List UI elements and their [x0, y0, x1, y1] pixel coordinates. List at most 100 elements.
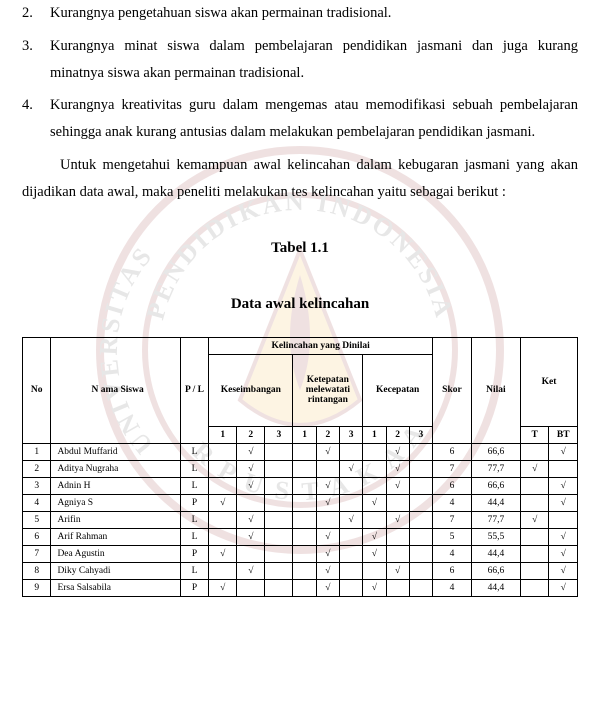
table-cell: [340, 528, 363, 545]
table-cell: 44,4: [471, 545, 520, 562]
table-cell: √: [209, 579, 237, 596]
table-cell: [209, 460, 237, 477]
table-cell: √: [549, 443, 578, 460]
list-item: 4.Kurangnya kreativitas guru dalam menge…: [22, 92, 578, 146]
table-cell: [409, 511, 432, 528]
table-cell: √: [549, 477, 578, 494]
table-row: 4Agniya SP√√√444,4√: [23, 494, 578, 511]
th-group: Kelincahan yang Dinilai: [209, 337, 433, 354]
table-cell: √: [549, 562, 578, 579]
table-cell: 7: [433, 511, 472, 528]
table-cell: √: [549, 528, 578, 545]
table-row: 7Dea AgustinP√√√444,4√: [23, 545, 578, 562]
table-cell: [340, 562, 363, 579]
table-cell: [209, 443, 237, 460]
list-item: 2.Kurangnya pengetahuan siswa akan perma…: [22, 0, 578, 27]
th-1: 1: [209, 426, 237, 443]
table-cell: [265, 528, 293, 545]
table-cell: [363, 443, 386, 460]
list-text: Kurangnya kreativitas guru dalam mengema…: [50, 92, 578, 146]
th-kes: Keseimbangan: [209, 354, 293, 426]
th-ketepatan: Ketepatan melewatati rintangan: [293, 354, 363, 426]
table-cell: √: [386, 477, 409, 494]
table-cell: [265, 443, 293, 460]
table-cell: 9: [23, 579, 51, 596]
table-cell: 5: [433, 528, 472, 545]
table-cell: √: [316, 528, 339, 545]
table-cell: [386, 545, 409, 562]
table-cell: [293, 460, 316, 477]
table-cell: [293, 528, 316, 545]
list-number: 2.: [22, 0, 50, 27]
table-cell: √: [549, 545, 578, 562]
table-cell: [340, 545, 363, 562]
table-cell: [293, 562, 316, 579]
table-cell: [340, 494, 363, 511]
list-text: Kurangnya pengetahuan siswa akan permain…: [50, 0, 578, 27]
th-kec: Kecepatan: [363, 354, 433, 426]
table-cell: [520, 443, 548, 460]
table-cell: L: [180, 477, 208, 494]
table-cell: 4: [23, 494, 51, 511]
th-2c: 2: [386, 426, 409, 443]
table-cell: 7: [23, 545, 51, 562]
table-cell: [293, 494, 316, 511]
th-3: 3: [265, 426, 293, 443]
th-pl: P / L: [180, 337, 208, 443]
th-3c: 3: [409, 426, 432, 443]
th-ket: Ket: [520, 337, 577, 426]
table-cell: [209, 562, 237, 579]
table-cell: √: [316, 443, 339, 460]
table-cell: √: [237, 528, 265, 545]
table-cell: √: [237, 562, 265, 579]
table-cell: Abdul Muffarid: [51, 443, 180, 460]
table-cell: [265, 477, 293, 494]
table-row: 9Ersa SalsabilaP√√√444,4√: [23, 579, 578, 596]
table-row: 5ArifinL√√√777,7√: [23, 511, 578, 528]
table-cell: L: [180, 562, 208, 579]
data-table: No N ama Siswa P / L Kelincahan yang Din…: [22, 337, 578, 597]
table-cell: [363, 511, 386, 528]
table-cell: 55,5: [471, 528, 520, 545]
table-cell: √: [386, 460, 409, 477]
table-cell: [265, 511, 293, 528]
th-nama: N ama Siswa: [51, 337, 180, 443]
table-cell: √: [363, 494, 386, 511]
table-cell: √: [386, 443, 409, 460]
table-cell: [409, 460, 432, 477]
table-cell: √: [363, 545, 386, 562]
table-row: 2Aditya NugrahaL√√√777,7√: [23, 460, 578, 477]
list-number: 4.: [22, 92, 50, 146]
table-cell: Arif Rahman: [51, 528, 180, 545]
table-cell: 6: [433, 477, 472, 494]
table-cell: 4: [433, 494, 472, 511]
table-cell: 2: [23, 460, 51, 477]
table-cell: 7: [433, 460, 472, 477]
table-cell: [340, 579, 363, 596]
table-cell: 66,6: [471, 477, 520, 494]
table-cell: √: [316, 494, 339, 511]
th-bt: BT: [549, 426, 578, 443]
table-cell: 44,4: [471, 579, 520, 596]
table-cell: 6: [433, 443, 472, 460]
table-cell: √: [237, 511, 265, 528]
table-cell: [293, 511, 316, 528]
table-cell: [520, 579, 548, 596]
table-cell: L: [180, 443, 208, 460]
table-cell: [265, 562, 293, 579]
table-cell: [409, 562, 432, 579]
th-3b: 3: [340, 426, 363, 443]
list-text: Kurangnya minat siswa dalam pembelajaran…: [50, 33, 578, 87]
table-cell: [293, 579, 316, 596]
table-cell: 77,7: [471, 460, 520, 477]
table-cell: 6: [23, 528, 51, 545]
table-cell: √: [549, 494, 578, 511]
table-cell: [265, 460, 293, 477]
table-cell: 5: [23, 511, 51, 528]
table-cell: √: [520, 511, 548, 528]
table-cell: [520, 494, 548, 511]
table-cell: [209, 528, 237, 545]
table-cell: Aditya Nugraha: [51, 460, 180, 477]
table-cell: [316, 511, 339, 528]
table-cell: [549, 460, 578, 477]
